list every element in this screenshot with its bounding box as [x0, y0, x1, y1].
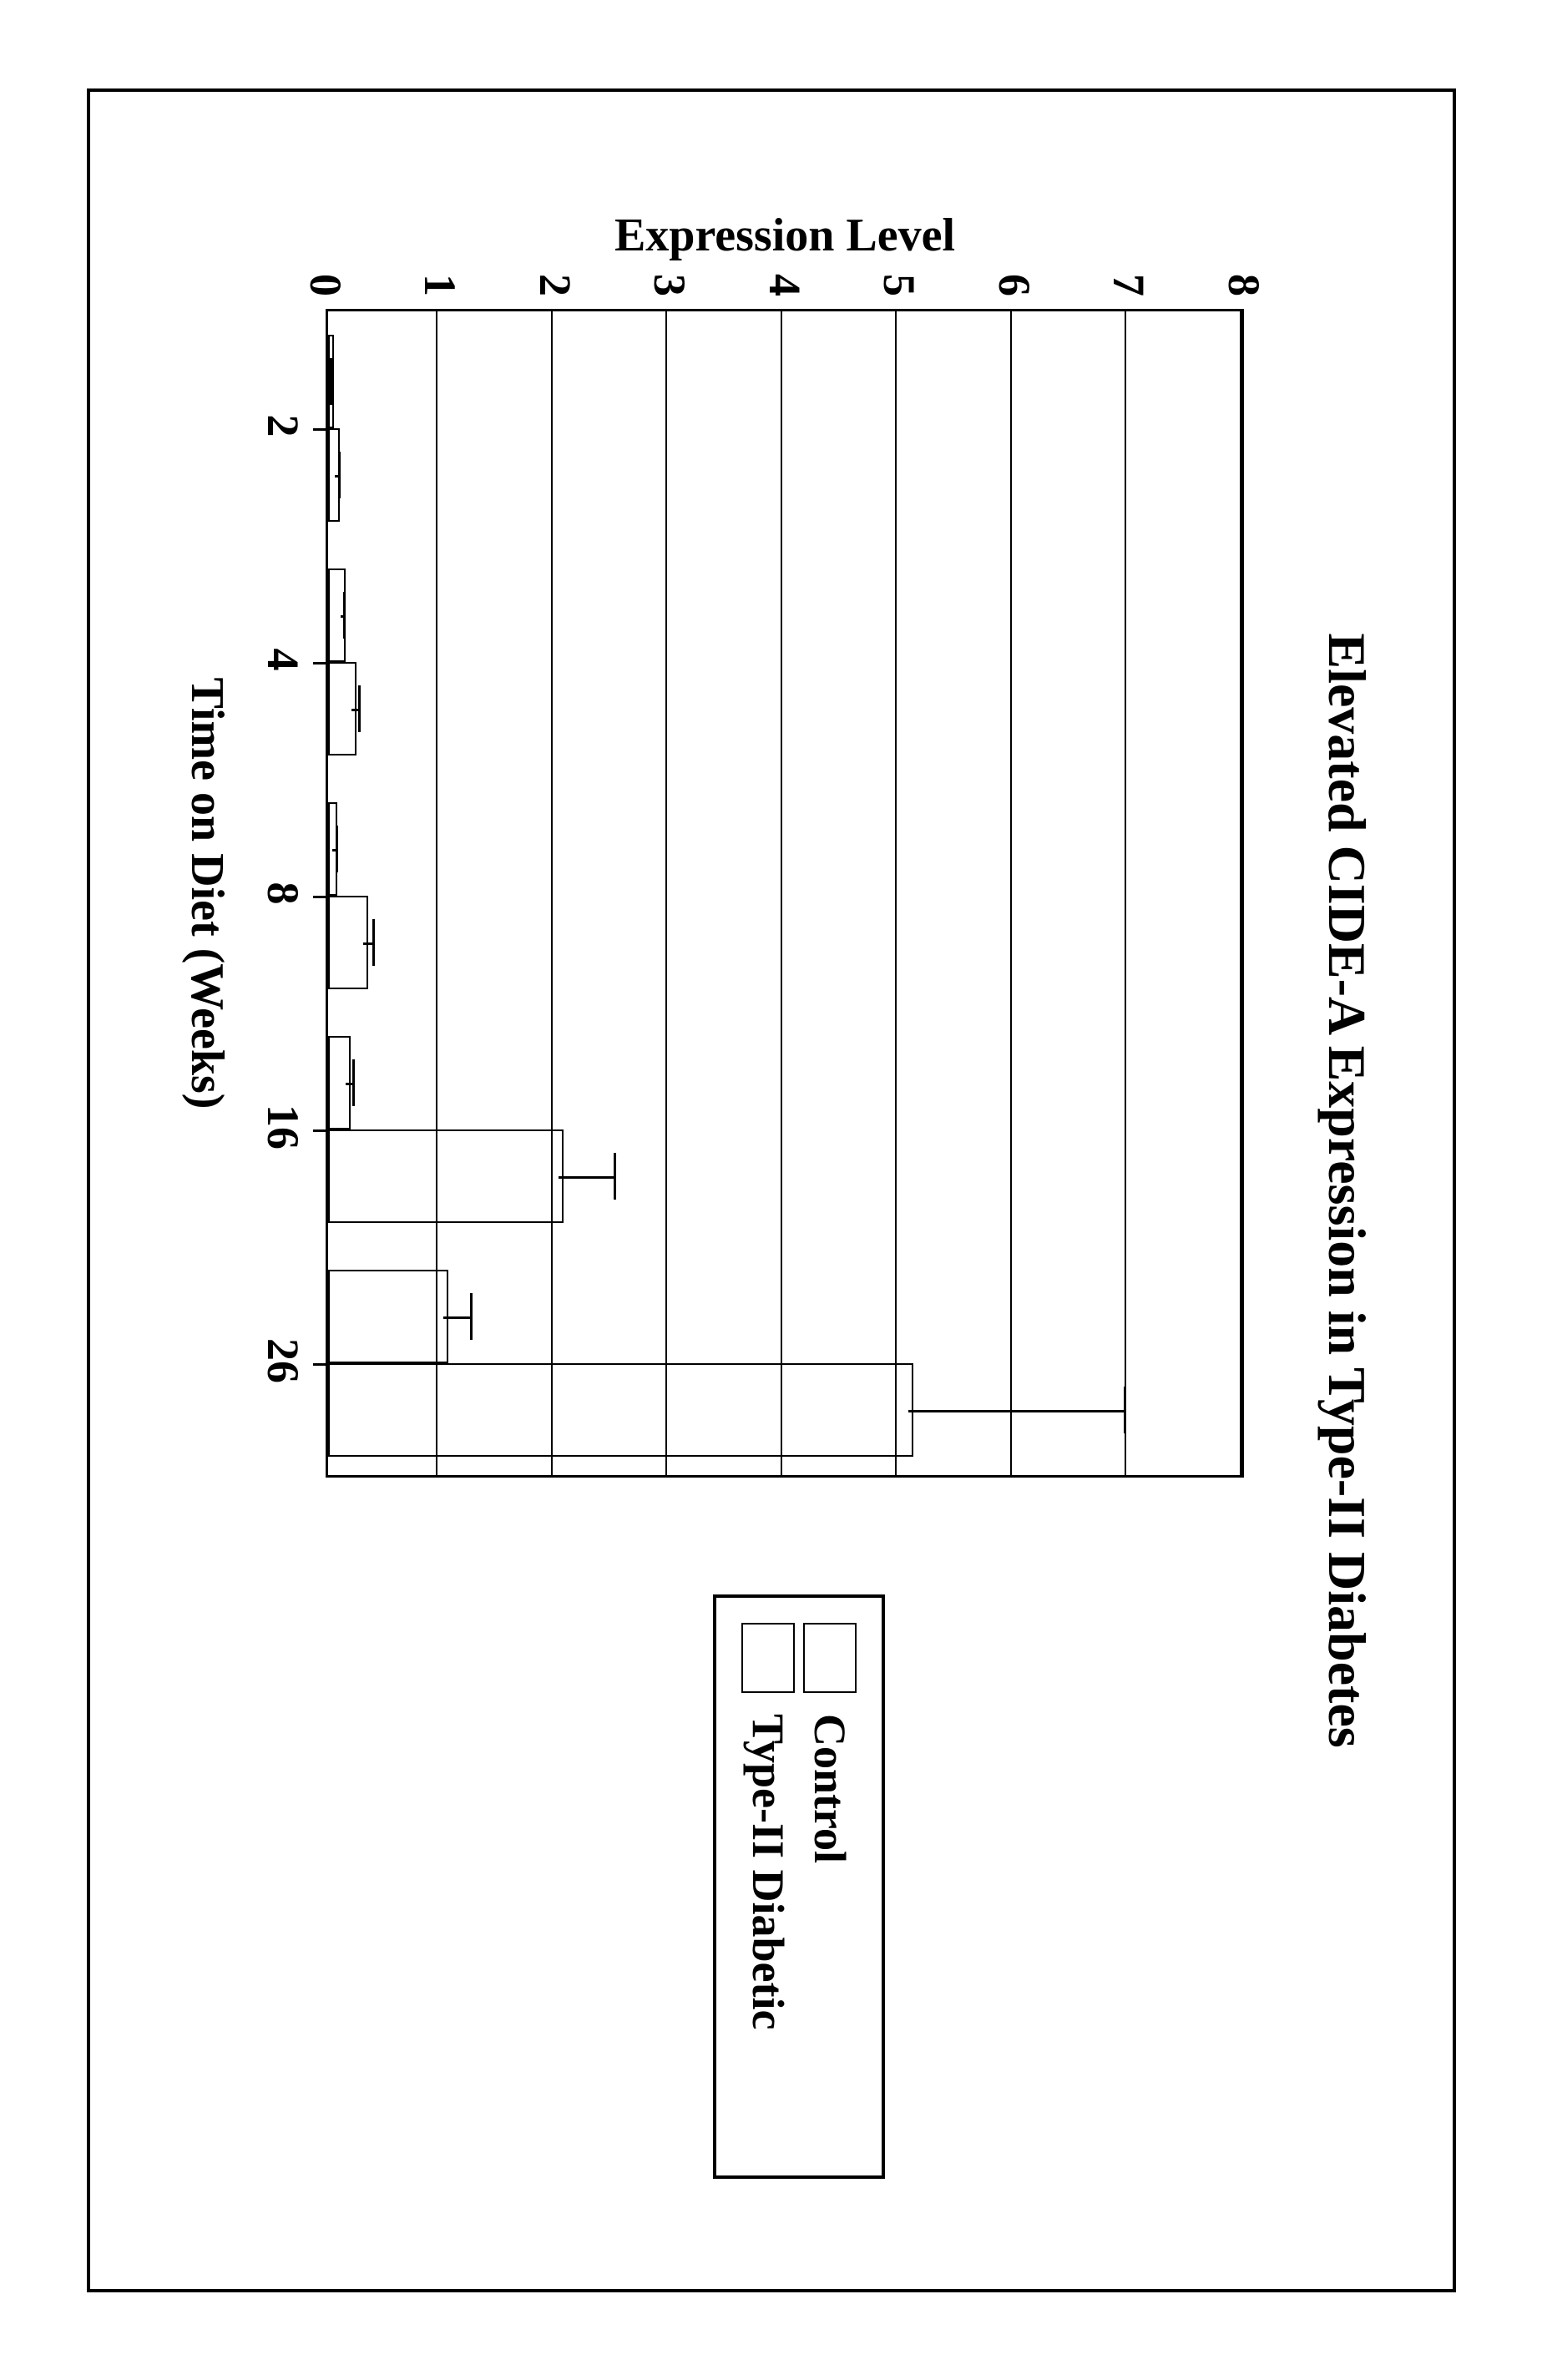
error-bar-cap	[335, 826, 337, 872]
x-tick-label: 16	[257, 1104, 309, 1150]
y-tick-label: 7	[1103, 246, 1155, 296]
error-bar	[558, 1176, 615, 1179]
x-tick-label: 4	[257, 648, 309, 670]
chart-title: Elevated CIDE-A Expression in Type-II Di…	[1316, 92, 1378, 2289]
x-tick-mark	[313, 896, 328, 898]
error-bar	[908, 1410, 1126, 1412]
error-bar-cap	[372, 919, 374, 966]
legend-item-diabetic: Type-II Diabetic	[741, 1623, 795, 2150]
y-tick-label: 6	[988, 246, 1040, 296]
y-tick-label: 4	[759, 246, 811, 296]
x-tick-mark	[313, 428, 328, 431]
y-tick-label: 5	[873, 246, 925, 296]
error-bar-cap	[330, 358, 332, 405]
error-bar-cap	[469, 1293, 472, 1340]
gridline	[665, 311, 667, 1475]
error-bar	[443, 1316, 472, 1319]
x-tick-mark	[313, 1363, 328, 1366]
legend-swatch-diabetic	[741, 1623, 795, 1693]
bar-type-ii-diabetic	[328, 1129, 564, 1223]
bar-type-ii-diabetic	[328, 1363, 913, 1457]
gridline	[1240, 311, 1241, 1475]
x-tick-label: 26	[257, 1338, 309, 1383]
y-tick-label: 8	[1218, 246, 1270, 296]
x-axis-label: Time on Diet (Weeks)	[180, 309, 234, 1478]
error-bar-cap	[613, 1153, 615, 1200]
y-tick-label: 1	[414, 246, 466, 296]
page: Elevated CIDE-A Expression in Type-II Di…	[0, 0, 1542, 2380]
x-tick-mark	[313, 1129, 328, 1132]
error-bar-cap	[1124, 1387, 1126, 1433]
error-bar-cap	[343, 592, 346, 639]
gridline	[1010, 311, 1012, 1475]
outer-frame: Elevated CIDE-A Expression in Type-II Di…	[87, 88, 1456, 2292]
rotated-canvas: Elevated CIDE-A Expression in Type-II Di…	[62, 63, 1481, 2317]
error-bar-cap	[337, 452, 340, 498]
legend-label-control: Control	[804, 1714, 856, 1863]
legend-label-diabetic: Type-II Diabetic	[742, 1714, 794, 2029]
gridline	[781, 311, 782, 1475]
y-tick-label: 2	[529, 246, 581, 296]
plot-area	[326, 309, 1244, 1478]
bar-control	[328, 1270, 448, 1363]
error-bar-cap	[358, 685, 361, 732]
legend: Control Type-II Diabetic	[713, 1594, 885, 2179]
gridline	[551, 311, 553, 1475]
x-tick-label: 2	[257, 414, 309, 437]
x-tick-label: 8	[257, 882, 309, 904]
x-tick-mark	[313, 662, 328, 664]
y-tick-label: 3	[644, 246, 695, 296]
gridline	[895, 311, 897, 1475]
bar-type-ii-diabetic	[328, 896, 368, 989]
error-bar-cap	[352, 1059, 355, 1106]
gridline	[1125, 311, 1126, 1475]
legend-item-control: Control	[803, 1623, 857, 2150]
legend-swatch-control	[803, 1623, 857, 1693]
y-tick-label: 0	[300, 246, 351, 296]
